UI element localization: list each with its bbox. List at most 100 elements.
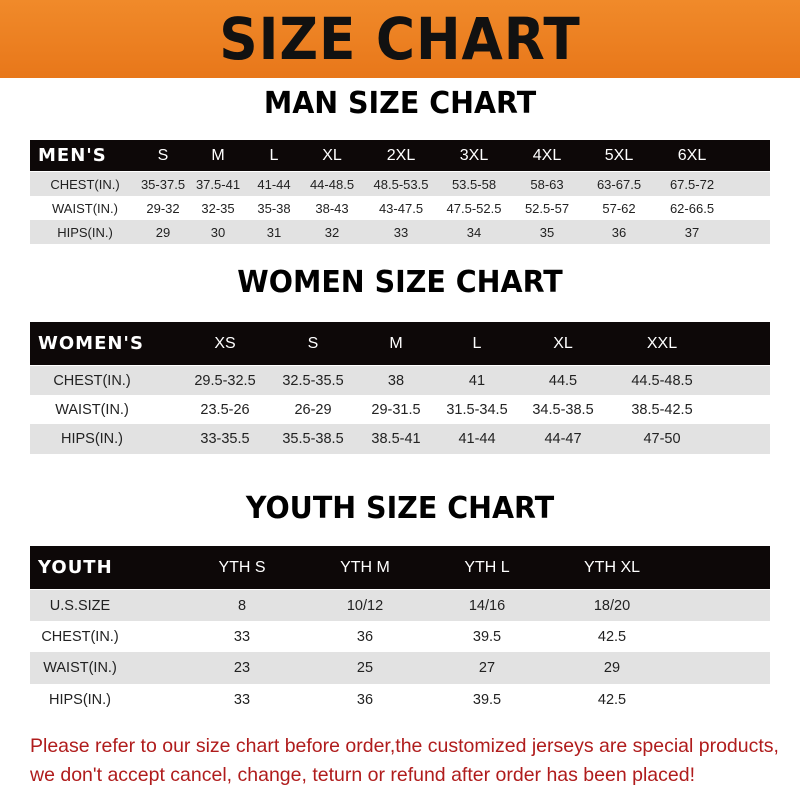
table-cell: 67.5-72 (669, 176, 715, 192)
table-cell: 44-47 (544, 431, 582, 447)
table-cell: 35 (539, 224, 555, 240)
table-cell: 38.5-42.5 (631, 401, 693, 418)
table-header-row: MEN'S S M L XL 2XL 3XL 4XL 5XL 6XL (30, 140, 770, 171)
table-cell: 8 (237, 597, 247, 614)
table-cell: 35-37.5 (140, 176, 186, 192)
table-cell: 38-43 (315, 200, 349, 216)
table-cell: 43-47.5 (378, 200, 424, 216)
size-header-cell: S (157, 146, 169, 164)
table-cell: 31.5-34.5 (446, 401, 508, 418)
size-header-cell: L (472, 334, 482, 352)
men-section-title: MAN SIZE CHART (263, 86, 537, 121)
size-header-cell: 4XL (532, 146, 562, 164)
table-cell: 53.5-58 (451, 176, 497, 192)
size-header-cell: M (211, 146, 225, 164)
table-row: CHEST(IN.) 29.5-32.5 32.5-35.5 38 41 44.5 44.5… (30, 366, 770, 395)
women-section-title: WOMEN SIZE CHART (237, 265, 563, 300)
row-label: HIPS(IN.) (60, 431, 124, 447)
table-row: WAIST(IN.) 23.5-26 26-29 29-31.5 31.5-34.5 34… (30, 395, 770, 424)
size-header-cell: 3XL (459, 146, 489, 164)
table-cell: 39.5 (472, 692, 502, 708)
table-cell: 44.5 (548, 372, 578, 389)
table-title-cell: YOUTH (38, 557, 113, 578)
youth-section-title: YOUTH SIZE CHART (245, 491, 555, 526)
table-header-row: WOMEN'S XS S M L XL XXL (30, 322, 770, 365)
table-cell: 25 (356, 660, 374, 676)
table-row: WAIST(IN.) 23 25 27 29 (30, 652, 770, 684)
table-cell: 37 (684, 224, 700, 240)
table-cell: 32 (324, 224, 340, 240)
table-cell: 29 (603, 660, 621, 676)
table-cell: 29 (155, 224, 171, 240)
table-cell: 48.5-53.5 (373, 176, 429, 192)
size-header-cell: YTH XL (583, 558, 641, 576)
table-cell: 30 (210, 224, 226, 240)
table-row: WAIST(IN.) 29-32 32-35 35-38 38-43 43-47.5 47.… (30, 196, 770, 220)
table-cell: 23.5-26 (200, 401, 250, 418)
table-cell: 29.5-32.5 (194, 372, 256, 389)
table-cell: 52.5-57 (524, 200, 570, 216)
table-cell: 44-48.5 (309, 176, 355, 192)
table-header-row: YOUTH YTH S YTH M YTH L YTH XL (30, 546, 770, 589)
row-label: WAIST(IN.) (43, 660, 117, 676)
size-header-cell: M (389, 334, 403, 352)
row-label: CHEST(IN.) (41, 628, 119, 645)
table-cell: 18/20 (593, 597, 631, 614)
table-cell: 41-44 (458, 431, 496, 447)
row-label: HIPS(IN.) (48, 692, 112, 708)
table-cell: 32-35 (201, 200, 235, 216)
table-cell: 35.5-38.5 (282, 431, 344, 447)
row-label: U.S.SIZE (49, 597, 111, 614)
table-row: HIPS(IN.) 29 30 31 32 33 34 35 36 37 (30, 220, 770, 244)
table-cell: 41-44 (257, 176, 291, 192)
table-cell: 14/16 (468, 597, 506, 614)
table-cell: 32.5-35.5 (282, 372, 344, 389)
table-cell: 62-66.5 (669, 200, 715, 216)
table-row: CHEST(IN.) 35-37.5 37.5-41 41-44 44-48.5 48.5… (30, 172, 770, 196)
table-cell: 63-67.5 (596, 176, 642, 192)
table-row: CHEST(IN.) 33 36 39.5 42.5 (30, 621, 770, 652)
order-notice-line-2: we don't accept cancel, change, teturn o… (30, 764, 695, 786)
size-header-cell: 5XL (604, 146, 634, 164)
table-cell: 42.5 (597, 628, 627, 645)
table-cell: 38.5-41 (371, 431, 421, 447)
table-cell: 47-50 (643, 431, 681, 447)
table-cell: 29-32 (146, 200, 180, 216)
table-cell: 29-31.5 (371, 401, 421, 418)
table-cell: 36 (611, 224, 627, 240)
size-header-cell: YTH L (464, 558, 510, 576)
row-label: HIPS(IN.) (57, 224, 113, 240)
table-cell: 27 (478, 660, 496, 676)
table-cell: 58-63 (530, 176, 564, 192)
table-cell: 26-29 (294, 401, 332, 418)
table-cell: 44.5-48.5 (631, 372, 693, 389)
size-header-cell: L (269, 146, 279, 164)
size-header-cell: S (307, 334, 319, 352)
table-cell: 57-62 (602, 200, 636, 216)
table-cell: 31 (266, 224, 282, 240)
size-header-cell: YTH M (340, 558, 390, 576)
size-header-cell: YTH S (218, 558, 266, 576)
table-cell: 39.5 (472, 628, 502, 645)
size-header-cell: XXL (646, 334, 678, 352)
table-row: HIPS(IN.) 33-35.5 35.5-38.5 38.5-41 41-44 44-… (30, 424, 770, 454)
table-cell: 38 (387, 372, 405, 389)
table-title-cell: MEN'S (38, 145, 107, 166)
size-header-cell: XL (322, 146, 342, 164)
table-cell: 33 (393, 224, 409, 240)
order-notice-line-1: Please refer to our size chart before or… (30, 735, 779, 757)
table-cell: 41 (468, 372, 486, 389)
size-header-cell: 2XL (386, 146, 416, 164)
title-banner: SIZE CHART (0, 0, 800, 78)
table-row: U.S.SIZE 8 10/12 14/16 18/20 (30, 590, 770, 621)
table-cell: 34 (466, 224, 482, 240)
size-header-cell: 6XL (677, 146, 707, 164)
table-cell: 36 (356, 692, 374, 708)
page-title: SIZE CHART (219, 5, 581, 73)
table-title-cell: WOMEN'S (38, 333, 144, 354)
size-header-cell: XS (214, 334, 236, 352)
row-label: WAIST(IN.) (55, 401, 129, 418)
table-cell: 35-38 (257, 200, 291, 216)
table-row: HIPS(IN.) 33 36 39.5 42.5 (30, 684, 770, 716)
table-cell: 34.5-38.5 (532, 401, 594, 418)
